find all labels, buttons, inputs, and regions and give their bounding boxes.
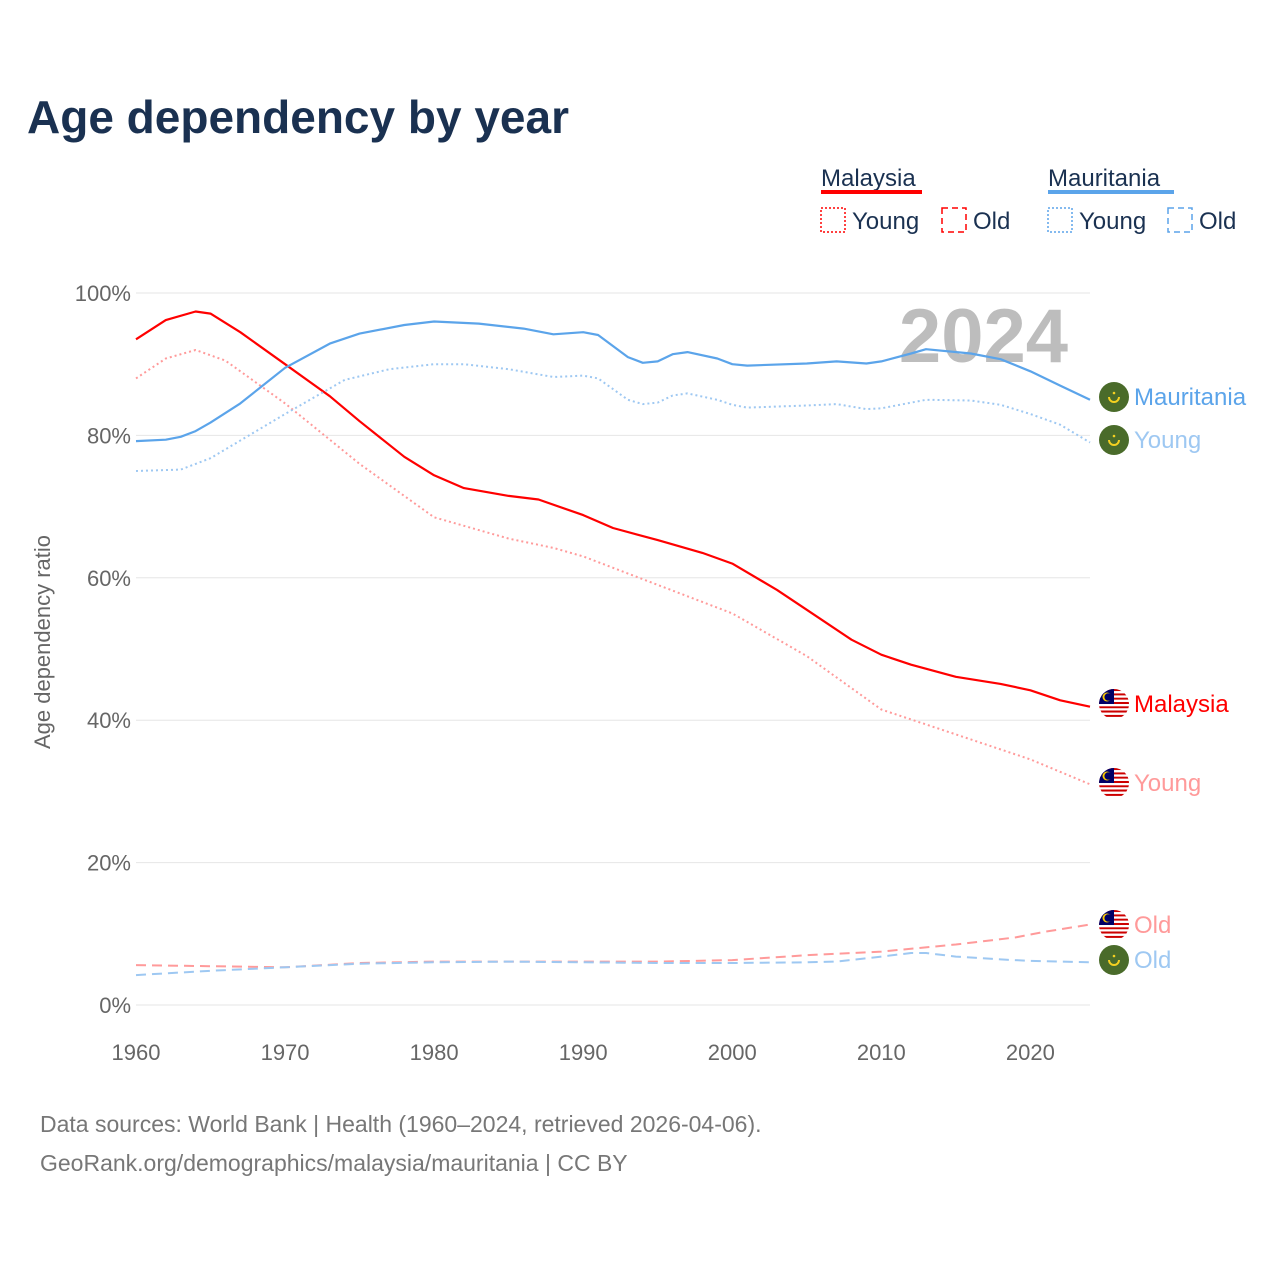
end-label: Mauritania <box>1099 382 1247 412</box>
end-label-text: Old <box>1134 947 1171 974</box>
legend-group-mauritania[interactable]: Mauritania Young Old <box>1047 165 1236 235</box>
footer-url: GeoRank.org/demographics/malaysia/maurit… <box>40 1150 628 1176</box>
series-line-malaysia-young <box>135 349 1091 786</box>
chart-title: Age dependency by year <box>27 91 569 143</box>
year-watermark: 2024 <box>899 294 1068 379</box>
x-tick-label: 1980 <box>410 1040 459 1065</box>
x-tick-label: 2000 <box>708 1040 757 1065</box>
y-tick-label: 80% <box>87 423 131 448</box>
end-label-text: Mauritania <box>1134 384 1247 411</box>
y-tick-label: 0% <box>99 993 131 1018</box>
legend-swatch-young <box>820 207 846 233</box>
x-tick-label: 2020 <box>1006 1040 1055 1065</box>
x-tick-label: 1990 <box>559 1040 608 1065</box>
legend-item-label[interactable]: Young <box>1079 208 1146 235</box>
end-label: Malaysia <box>1099 689 1229 719</box>
mauritania-flag-icon <box>1099 425 1129 455</box>
end-label: Young <box>1099 768 1201 798</box>
y-tick-label: 20% <box>87 851 131 876</box>
legend-color-bar <box>821 190 922 194</box>
mauritania-flag-icon <box>1099 945 1129 975</box>
x-tick-label: 1960 <box>112 1040 161 1065</box>
legend-swatch-young <box>1047 207 1073 233</box>
malaysia-flag-icon <box>1099 768 1129 798</box>
legend-title: Mauritania <box>1048 165 1161 192</box>
end-label: Young <box>1099 425 1201 455</box>
y-tick-label: 100% <box>75 281 131 306</box>
legend-swatch-old <box>941 207 967 233</box>
series-line-mauritania-young <box>135 363 1091 472</box>
legend-item-label[interactable]: Old <box>973 208 1010 235</box>
series-line-mauritania-old <box>135 952 1091 977</box>
y-tick-label: 40% <box>87 708 131 733</box>
y-tick-label: 60% <box>87 566 131 591</box>
series-line-malaysia-old <box>135 923 1091 969</box>
legend-group-malaysia[interactable]: Malaysia Young Old <box>820 165 1010 235</box>
series-line-malaysia <box>135 310 1091 708</box>
legend-swatch-old <box>1167 207 1193 233</box>
series-line-mauritania <box>135 320 1091 443</box>
legend-item-label[interactable]: Young <box>852 208 919 235</box>
x-tick-label: 1970 <box>261 1040 310 1065</box>
legend-item-label[interactable]: Old <box>1199 208 1236 235</box>
end-label: Old <box>1099 945 1171 975</box>
mauritania-flag-icon <box>1099 382 1129 412</box>
end-label-text: Malaysia <box>1134 691 1229 718</box>
y-axis-label: Age dependency ratio <box>30 535 55 749</box>
malaysia-flag-icon <box>1099 910 1129 940</box>
legend-title: Malaysia <box>821 165 916 192</box>
end-label-text: Young <box>1134 427 1201 454</box>
end-label: Old <box>1099 910 1171 940</box>
malaysia-flag-icon <box>1099 689 1129 719</box>
end-label-text: Old <box>1134 912 1171 939</box>
x-tick-label: 2010 <box>857 1040 906 1065</box>
end-label-text: Young <box>1134 770 1201 797</box>
footer-sources: Data sources: World Bank | Health (1960–… <box>40 1111 762 1137</box>
legend-color-bar <box>1048 190 1174 194</box>
